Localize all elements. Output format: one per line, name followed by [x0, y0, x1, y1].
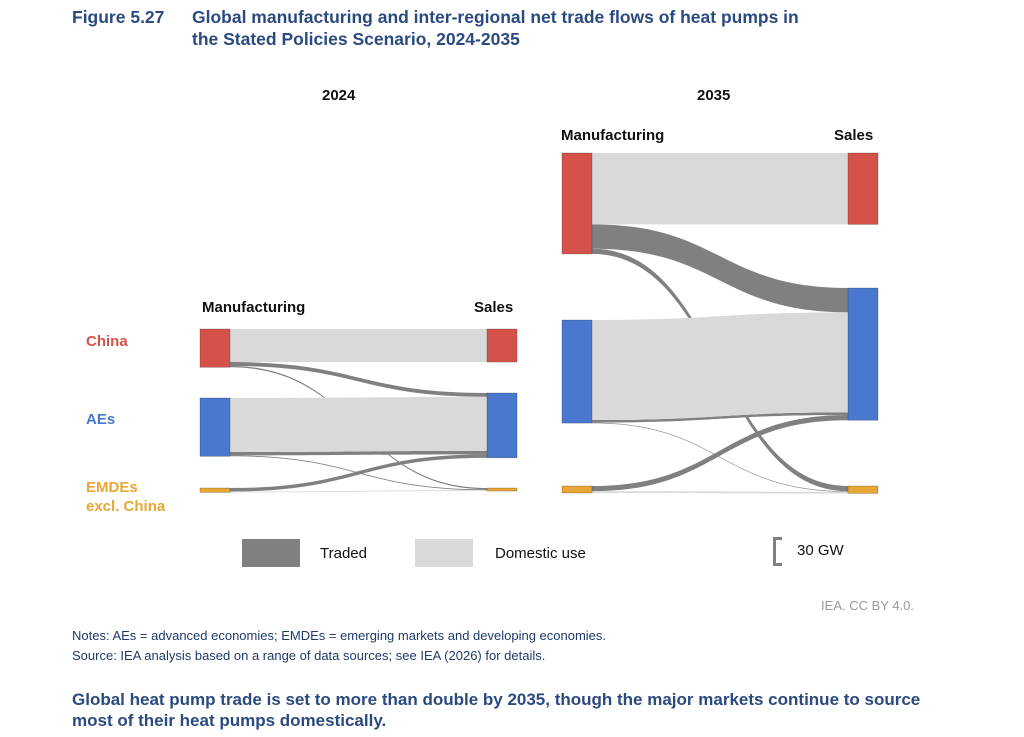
node-2035-manufacturing-emdes	[561, 485, 593, 494]
flow-2024-domestic-0	[230, 329, 487, 363]
flow-2024-domestic-3	[230, 396, 487, 452]
flow-2035-traded-4	[592, 412, 848, 423]
legend-traded-swatch	[242, 539, 300, 567]
node-2024-manufacturing-aes	[199, 397, 231, 457]
flow-2035-domestic-3	[592, 312, 848, 421]
node-2024-sales-china	[486, 328, 518, 363]
sales-label-2024: Sales	[474, 299, 514, 316]
flow-2035-traded-5	[592, 422, 848, 492]
flow-2035-traded-6	[592, 415, 848, 492]
notes: Notes: AEs = advanced economies; EMDEs =…	[72, 626, 606, 666]
node-2035-sales-emdes	[847, 485, 879, 494]
panel-title-2024: 2024	[322, 87, 356, 104]
node-2024-sales-emdes	[486, 487, 518, 492]
panel-title-2035: 2035	[697, 87, 731, 104]
flow-2024-traded-1	[230, 362, 487, 397]
key-takeaway: Global heat pump trade is set to more th…	[72, 690, 921, 730]
flow-2035-domestic-7	[592, 491, 848, 494]
node-2024-manufacturing-emdes	[199, 487, 231, 493]
notes-text: Notes: AEs = advanced economies; EMDEs =…	[72, 628, 607, 643]
flow-2035-traded-1	[592, 224, 848, 313]
source-text: Source: IEA analysis based on a range of…	[72, 648, 546, 663]
legend-scale-label: 30 GW	[797, 542, 844, 559]
node-2024-manufacturing-china	[199, 328, 231, 368]
credit: IEA. CC BY 4.0.	[821, 598, 914, 613]
figure-number: Figure 5.27	[72, 7, 165, 27]
node-2035-manufacturing-china	[561, 152, 593, 255]
node-2035-manufacturing-aes	[561, 319, 593, 424]
legend-domestic-swatch	[415, 539, 473, 567]
region-label-china: China	[86, 333, 128, 350]
region-label-emdes-line2: excl. China	[86, 498, 166, 515]
flow-2024-traded-6	[230, 454, 487, 492]
region-label-emdes: EMDEs excl. China	[86, 478, 165, 516]
sales-label-2035: Sales	[834, 127, 874, 144]
region-label-aes: AEs	[86, 411, 116, 428]
legend-domestic-label: Domestic use	[495, 545, 586, 562]
node-2035-sales-aes	[847, 287, 879, 421]
flow-2035-domestic-0	[592, 153, 848, 225]
figure-title-line1: Global manufacturing and inter-regional …	[192, 7, 799, 27]
node-2024-sales-aes	[486, 392, 518, 459]
legend-traded-label: Traded	[320, 545, 367, 562]
flow-2024-domestic-7	[230, 490, 487, 493]
region-label-emdes-line1: EMDEs	[86, 479, 138, 496]
manufacturing-label-2035: Manufacturing	[561, 127, 665, 144]
node-2035-sales-china	[847, 152, 879, 225]
figure-title: Figure 5.27 Global manufacturing and inte…	[72, 6, 972, 50]
figure-title-line2: the Stated Policies Scenario, 2024-2035	[192, 29, 520, 49]
scale-bracket-icon	[773, 537, 782, 566]
flow-2024-traded-4	[230, 450, 487, 456]
manufacturing-label-2024: Manufacturing	[202, 299, 306, 316]
